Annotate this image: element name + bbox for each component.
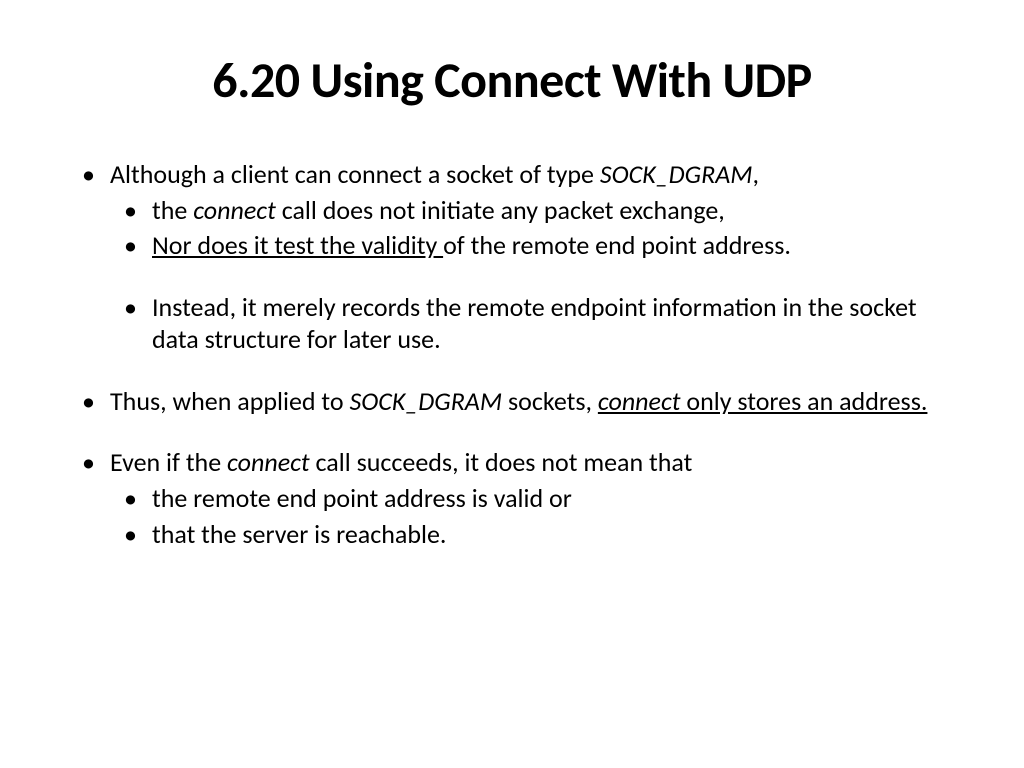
bullet-2: Thus, when applied to SOCK_DGRAM sockets… bbox=[110, 386, 964, 418]
text: the remote end point address is valid or bbox=[152, 482, 572, 514]
text: sockets, bbox=[502, 385, 598, 417]
slide-title: 6.20 Using Connect With UDP bbox=[60, 50, 964, 111]
bullet-list: Although a client can connect a socket o… bbox=[60, 159, 964, 550]
sub-bullet: the connect call does not initiate any p… bbox=[152, 195, 964, 227]
text: only stores an address. bbox=[681, 385, 928, 417]
text: the bbox=[152, 194, 193, 226]
text: that the server is reachable. bbox=[152, 518, 447, 550]
slide: 6.20 Using Connect With UDP Although a c… bbox=[0, 0, 1024, 768]
italic-text: connect bbox=[227, 446, 310, 478]
sub-list: the connect call does not initiate any p… bbox=[110, 195, 964, 356]
sub-bullet: Instead, it merely records the remote en… bbox=[152, 292, 964, 355]
italic-text: connect bbox=[193, 194, 276, 226]
underlined-text: connect only stores an address. bbox=[598, 385, 928, 417]
text: Thus, when applied to bbox=[110, 385, 349, 417]
sub-bullet: the remote end point address is valid or bbox=[152, 483, 964, 515]
text: of the remote end point address. bbox=[443, 229, 791, 261]
sub-bullet: Nor does it test the validity of the rem… bbox=[152, 230, 964, 262]
text: Even if the bbox=[110, 446, 227, 478]
text: Although a client can connect a socket o… bbox=[110, 158, 600, 190]
bullet-3: Even if the connect call succeeds, it do… bbox=[110, 447, 964, 550]
text: call succeeds, it does not mean that bbox=[310, 446, 693, 478]
italic-text: SOCK_DGRAM bbox=[600, 158, 753, 190]
sub-bullet: that the server is reachable. bbox=[152, 519, 964, 551]
underlined-text: Nor does it test the validity bbox=[152, 229, 443, 261]
text: Instead, it merely records the remote en… bbox=[152, 291, 917, 355]
sub-list: the remote end point address is valid or… bbox=[110, 483, 964, 550]
bullet-1: Although a client can connect a socket o… bbox=[110, 159, 964, 356]
italic-text: SOCK_DGRAM bbox=[349, 385, 502, 417]
text: , bbox=[752, 158, 759, 190]
italic-text: connect bbox=[598, 385, 681, 417]
text: call does not initiate any packet exchan… bbox=[276, 194, 725, 226]
